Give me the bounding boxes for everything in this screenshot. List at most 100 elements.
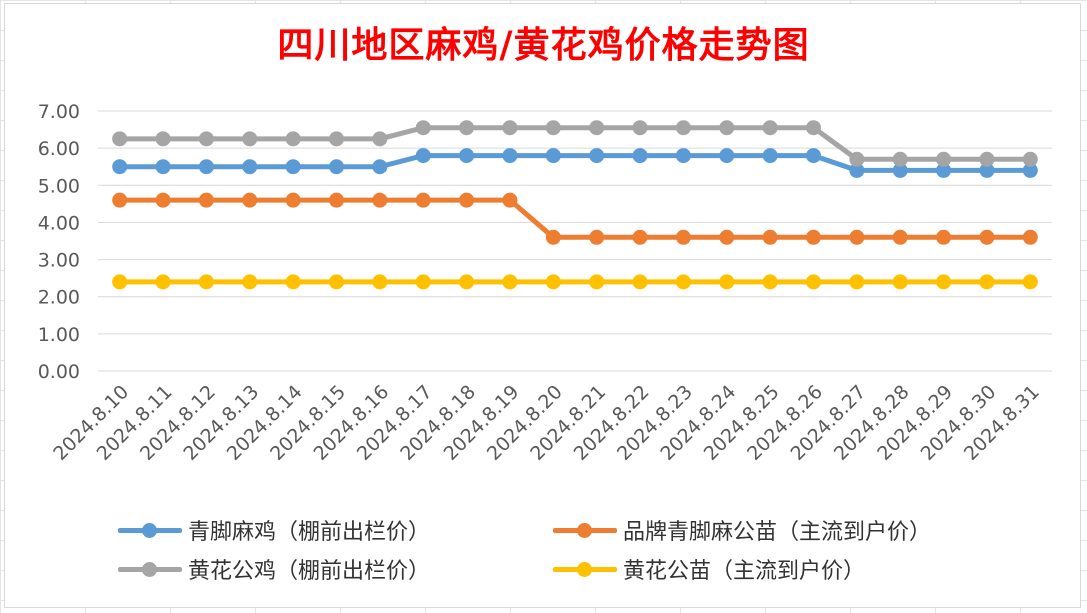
series-3-point xyxy=(1022,274,1038,290)
y-tick-label: 3.00 xyxy=(38,250,80,272)
series-3-point xyxy=(198,274,214,290)
series-2-point xyxy=(806,120,821,136)
series-3-point xyxy=(806,274,821,290)
series-0-point xyxy=(632,148,648,164)
y-tick-label: 1.00 xyxy=(38,324,80,346)
series-3-point xyxy=(155,274,171,290)
series-2-point xyxy=(545,120,561,136)
chart-area[interactable] xyxy=(4,3,1081,608)
series-0-point xyxy=(285,159,301,175)
series-2-point xyxy=(502,120,518,136)
series-1-point xyxy=(372,192,388,208)
series-1-point xyxy=(112,192,128,208)
series-1 xyxy=(112,192,1038,245)
series-1-point xyxy=(155,192,171,208)
series-2-point xyxy=(632,120,648,136)
series-3-point xyxy=(979,274,995,290)
series-0-point xyxy=(1022,162,1038,178)
series-2-point xyxy=(155,131,171,147)
series-0-point xyxy=(329,159,344,175)
series-1-point xyxy=(892,229,908,245)
series-1-point xyxy=(502,192,518,208)
series-1-point xyxy=(1022,229,1038,245)
series-2-point xyxy=(112,131,128,147)
series-1-point xyxy=(675,229,691,245)
series-2-point xyxy=(936,151,952,167)
series-1-point xyxy=(589,229,605,245)
series-line-2 xyxy=(117,125,1033,162)
series-0-point xyxy=(545,148,561,164)
series-1-point xyxy=(198,192,214,208)
series-1-point xyxy=(545,229,561,245)
series-3-point xyxy=(459,274,475,290)
series-2 xyxy=(112,120,1038,167)
chart-title: 四川地区麻鸡/黄花鸡价格走势图 xyxy=(277,24,810,66)
series-1-point xyxy=(849,229,865,245)
series-2-point xyxy=(242,131,258,147)
series-0-point xyxy=(502,148,518,164)
series-0-point xyxy=(459,148,475,164)
series-1-point xyxy=(806,229,821,245)
series-0-point xyxy=(589,148,605,164)
series-1-point xyxy=(762,229,778,245)
series-2-point xyxy=(285,131,301,147)
series-3-point xyxy=(372,274,388,290)
series-2-point xyxy=(979,151,995,167)
series-0-point xyxy=(372,159,388,175)
series-0-point xyxy=(806,148,821,164)
series-2-point xyxy=(372,131,388,147)
series-2-point xyxy=(762,120,778,136)
series-lines xyxy=(112,120,1038,290)
series-1-point xyxy=(285,192,301,208)
series-line-1 xyxy=(117,197,1033,240)
y-tick-label: 0.00 xyxy=(38,361,80,383)
series-3-point xyxy=(632,274,648,290)
series-3-point xyxy=(112,274,128,290)
series-2-point xyxy=(892,151,908,167)
series-3-point xyxy=(589,274,605,290)
series-2-point xyxy=(459,120,475,136)
series-2-point xyxy=(849,151,865,167)
y-tick-label: 4.00 xyxy=(38,212,80,234)
series-0-point xyxy=(719,148,735,164)
series-1-point xyxy=(632,229,648,245)
series-3-point xyxy=(285,274,301,290)
series-2-point xyxy=(675,120,691,136)
y-tick-label: 5.00 xyxy=(38,175,80,197)
series-3 xyxy=(112,274,1038,290)
series-3-point xyxy=(762,274,778,290)
series-2-point xyxy=(415,120,431,136)
series-1-point xyxy=(242,192,258,208)
series-2-point xyxy=(719,120,735,136)
series-3-point xyxy=(849,274,865,290)
y-tick-label: 7.00 xyxy=(38,101,80,123)
series-0-point xyxy=(936,162,952,178)
series-2-point xyxy=(329,131,344,147)
series-0-point xyxy=(415,148,431,164)
series-0-point xyxy=(242,159,258,175)
series-1-point xyxy=(415,192,431,208)
series-1-point xyxy=(936,229,952,245)
series-3-point xyxy=(675,274,691,290)
series-2-point xyxy=(589,120,605,136)
series-1-point xyxy=(719,229,735,245)
y-axis-tick-labels: 0.00 1.00 2.00 3.00 4.00 5.00 6.00 7.00 xyxy=(38,101,80,383)
series-0-point xyxy=(198,159,214,175)
x-axis-tick-labels: 2024.8.102024.8.112024.8.122024.8.132024… xyxy=(49,381,1044,465)
series-0-point xyxy=(762,148,778,164)
series-line-0 xyxy=(117,153,1033,173)
series-0-point xyxy=(892,162,908,178)
series-3-point xyxy=(242,274,258,290)
series-2-point xyxy=(1022,151,1038,167)
y-tick-label: 6.00 xyxy=(38,138,80,160)
series-3-point xyxy=(545,274,561,290)
series-3-point xyxy=(502,274,518,290)
series-2-point xyxy=(198,131,214,147)
gridlines xyxy=(98,110,1052,372)
series-1-point xyxy=(979,229,995,245)
series-3-point xyxy=(892,274,908,290)
series-0-point xyxy=(112,159,128,175)
series-0-point xyxy=(849,162,865,178)
series-0-point xyxy=(979,162,995,178)
